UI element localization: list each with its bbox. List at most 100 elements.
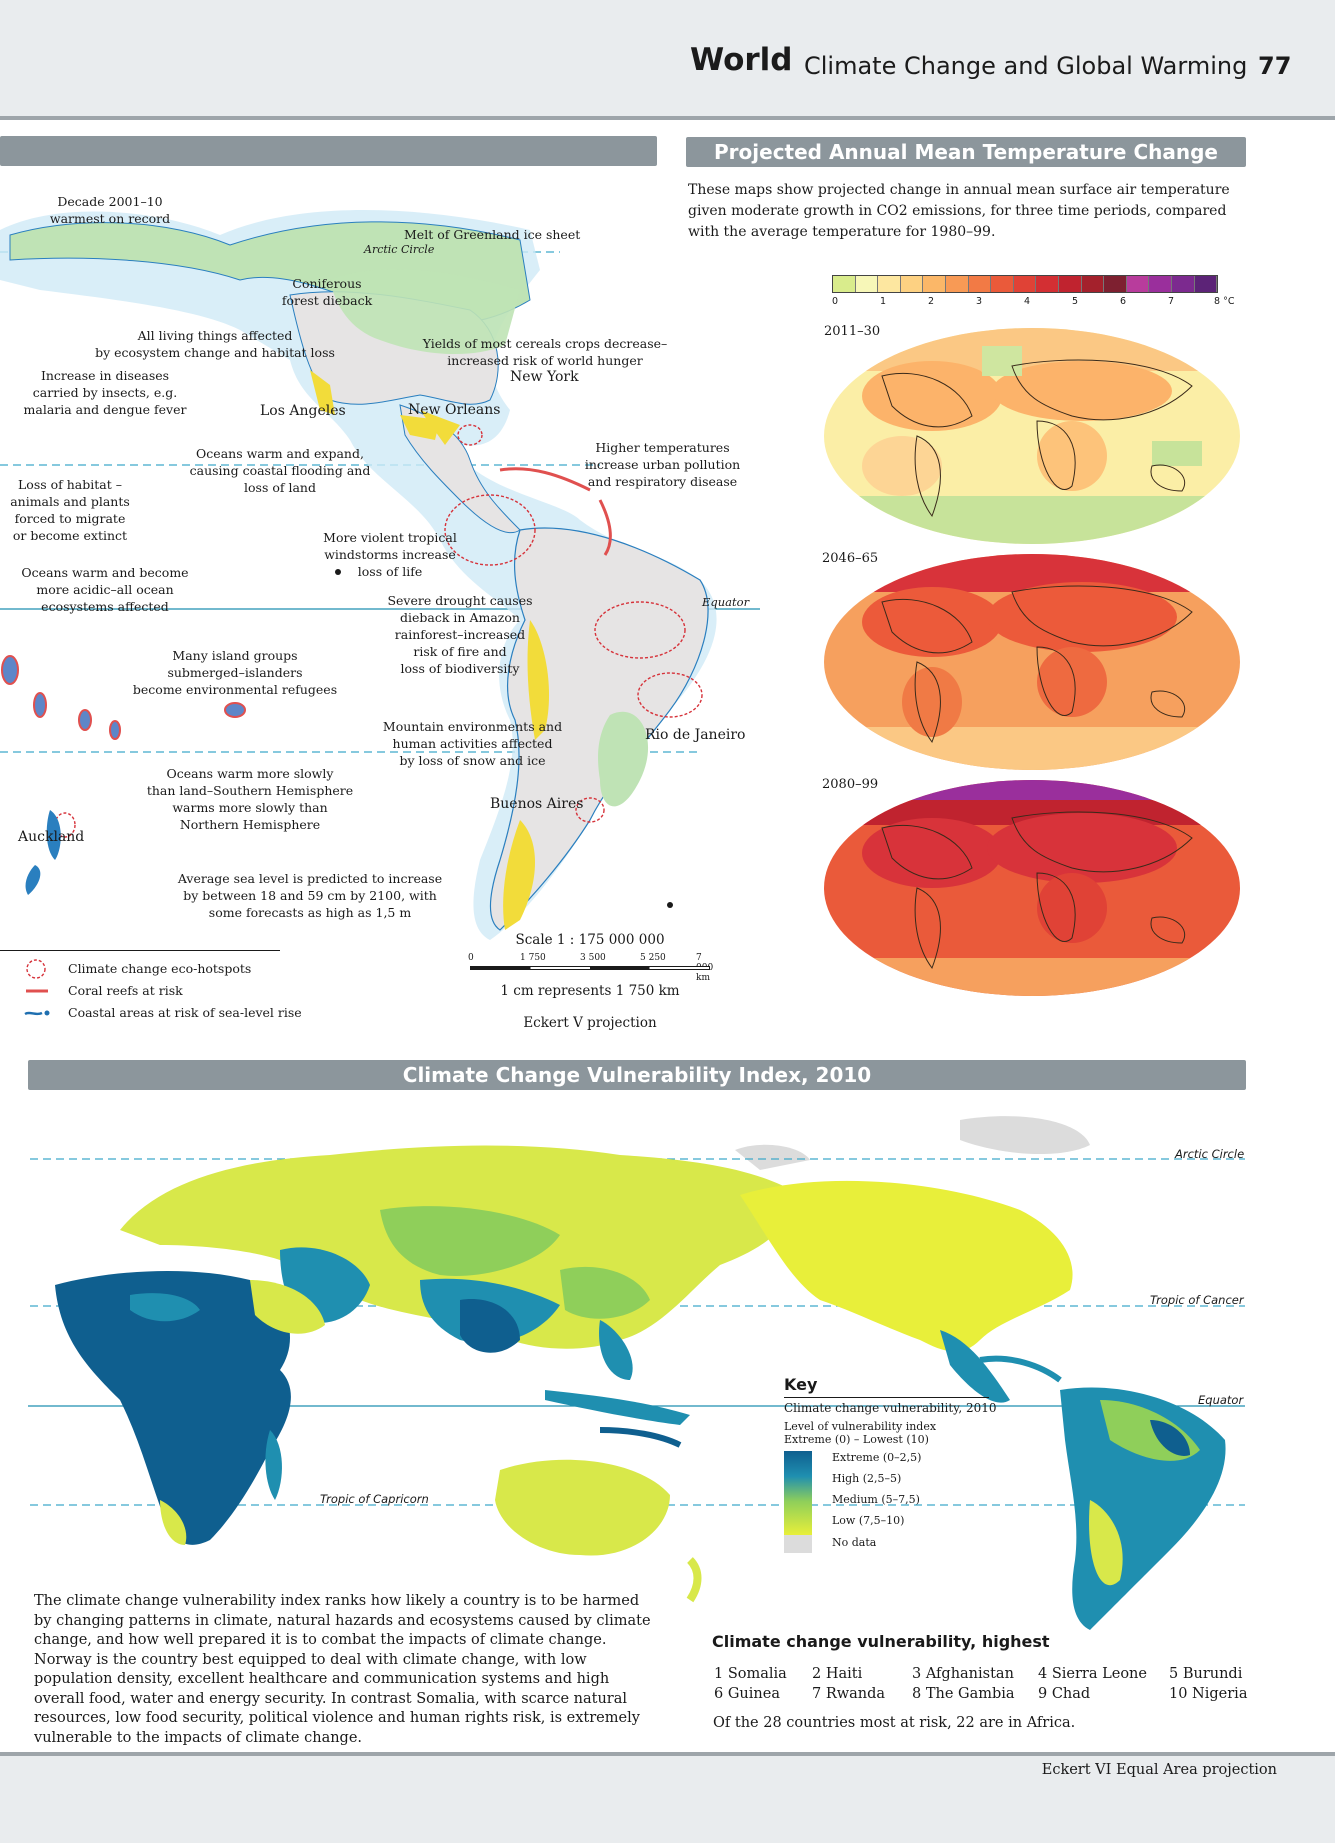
list-item: 4 Sierra Leone bbox=[1038, 1666, 1147, 1682]
scale-tick: 1 750 bbox=[520, 953, 546, 963]
temperature-scale-swatch bbox=[1058, 276, 1082, 292]
period-label: 2080–99 bbox=[822, 777, 879, 792]
label-new-york: New York bbox=[510, 369, 579, 385]
scale-bar: 0 1 750 3 500 5 250 7 000 km bbox=[468, 953, 713, 983]
temperature-scale-swatch bbox=[1036, 276, 1059, 292]
label-higher-temps: Higher temperatures increase urban pollu… bbox=[584, 440, 741, 489]
vulnerability-map bbox=[28, 1116, 1245, 1630]
legend-label: Coastal areas at risk of sea-level rise bbox=[68, 1005, 302, 1020]
list-item: 9 Chad bbox=[1038, 1686, 1091, 1702]
label-oceans-slow: Oceans warm more slowly than land–Southe… bbox=[146, 766, 354, 832]
temperature-scale-swatch bbox=[991, 276, 1014, 292]
temperature-map-2080 bbox=[824, 780, 1240, 996]
list-item: 6 Guinea bbox=[714, 1686, 780, 1702]
temperature-title-bar: Projected Annual Mean Temperature Change bbox=[686, 137, 1246, 167]
hotspot-circle-icon bbox=[54, 812, 76, 838]
label-oceans-expand: Oceans warm and expand, causing coastal … bbox=[189, 446, 371, 495]
legend-rule bbox=[0, 950, 280, 951]
label-acidic: Oceans warm and become more acidic–all o… bbox=[21, 565, 189, 614]
key-gradient-swatch bbox=[784, 1451, 812, 1535]
label-equator: Equator bbox=[1198, 1393, 1244, 1407]
africa-note: Of the 28 countries most at risk, 22 are… bbox=[713, 1715, 1076, 1731]
temperature-description: These maps show projected change in annu… bbox=[688, 182, 1230, 240]
key-nodata-swatch bbox=[784, 1535, 812, 1553]
list-item: 5 Burundi bbox=[1169, 1666, 1243, 1682]
scale-tick: 3 500 bbox=[580, 953, 606, 963]
temperature-map-2046 bbox=[824, 554, 1240, 770]
label-tropic-capricorn: Tropic of Capricorn bbox=[320, 1492, 429, 1506]
label-new-orleans: New Orleans bbox=[408, 402, 501, 418]
highest-col: 5 Burundi 10 Nigeria bbox=[1169, 1664, 1247, 1704]
key-range-label: Extreme (0) – Lowest (10) bbox=[784, 1433, 929, 1446]
coastline-icon bbox=[24, 1010, 50, 1016]
highest-col: 1 Somalia 6 Guinea bbox=[714, 1664, 787, 1704]
highest-col: 4 Sierra Leone 9 Chad bbox=[1038, 1664, 1147, 1704]
hotspot-circle-icon bbox=[637, 672, 703, 718]
key-label: No data bbox=[832, 1536, 877, 1549]
hotspot-circle-icon bbox=[26, 959, 46, 979]
label-loss-habitat: Loss of habitat – animals and plants for… bbox=[10, 477, 130, 543]
footer-projection: Eckert VI Equal Area projection bbox=[1041, 1762, 1277, 1778]
period-label: 2046–65 bbox=[822, 551, 879, 566]
scale-tick: 3 bbox=[976, 296, 983, 307]
key-index-label: Level of vulnerability index bbox=[784, 1420, 937, 1433]
label-storms: More violent tropical windstorms increas… bbox=[323, 530, 457, 579]
label-coniferous: Coniferous forest dieback bbox=[281, 276, 373, 308]
hotspot-circle-icon bbox=[594, 601, 686, 659]
key-items: Extreme (0–2,5) High (2,5–5) Medium (5–7… bbox=[784, 1451, 994, 1556]
label-drought: Severe drought causes dieback in Amazon … bbox=[387, 593, 533, 676]
label-buenos-aires: Buenos Aires bbox=[490, 796, 584, 812]
highest-list: 1 Somalia 6 Guinea 2 Haiti 7 Rwanda 3 Afgh… bbox=[714, 1664, 1254, 1708]
legend-label: Coral reefs at risk bbox=[68, 983, 183, 998]
key-label: Low (7,5–10) bbox=[832, 1514, 905, 1527]
page-title: Climate Change and Global Warming bbox=[804, 52, 1248, 80]
temperature-scale-swatch bbox=[968, 276, 992, 292]
label-tropic-cancer: Tropic of Cancer bbox=[1150, 1293, 1244, 1307]
header-rule bbox=[0, 116, 1335, 120]
label-diseases: Increase in diseases carried by insects,… bbox=[23, 368, 187, 417]
temperature-scale-swatch bbox=[1104, 276, 1127, 292]
key-label: Medium (5–7,5) bbox=[832, 1493, 920, 1506]
temperature-scale-swatch bbox=[923, 276, 946, 292]
hotspot-circle-icon bbox=[444, 494, 536, 566]
temperature-scale-ticks: 0 1 2 3 4 5 6 7 8 °C bbox=[832, 296, 1242, 310]
page-number: 77 bbox=[1258, 52, 1292, 80]
scale-tick: 6 bbox=[1120, 296, 1127, 307]
label-greenland: Melt of Greenland ice sheet bbox=[404, 227, 581, 242]
temperature-scale-swatch bbox=[855, 276, 879, 292]
section-title: World bbox=[690, 42, 793, 78]
temperature-scale-swatch bbox=[900, 276, 924, 292]
temperature-scale-swatch bbox=[1126, 276, 1150, 292]
hotspot-circle-icon bbox=[457, 424, 483, 446]
scale-tick: 1 bbox=[880, 296, 887, 307]
list-item: 1 Somalia bbox=[714, 1666, 787, 1682]
temperature-color-scale bbox=[832, 275, 1218, 293]
list-item: 3 Afghanistan bbox=[912, 1666, 1014, 1682]
label-auckland: Auckland bbox=[18, 829, 85, 845]
temperature-scale-swatch bbox=[1171, 276, 1195, 292]
key-title: Key bbox=[784, 1375, 818, 1394]
footer-band bbox=[0, 1752, 1335, 1843]
label-mountain: Mountain environments and human activiti… bbox=[382, 719, 563, 768]
hotspot-circle-icon bbox=[575, 797, 605, 823]
label-islands: Many island groups submerged–islanders b… bbox=[132, 648, 338, 697]
vulnerability-key: Key Climate change vulnerability, 2010 L… bbox=[784, 1375, 997, 1575]
scale-tick: 5 250 bbox=[640, 953, 666, 963]
label-living-things: All living things affected by ecosystem … bbox=[95, 328, 335, 360]
list-item: 8 The Gambia bbox=[912, 1686, 1015, 1702]
legend-label: Climate change eco-hotspots bbox=[68, 961, 252, 976]
world-climate-map bbox=[0, 210, 760, 940]
key-label: Extreme (0–2,5) bbox=[832, 1451, 922, 1464]
scale-tick: 4 bbox=[1024, 296, 1031, 307]
key-subtitle: Climate change vulnerability, 2010 bbox=[784, 1401, 997, 1415]
label-arctic-circle: Arctic Circle bbox=[1175, 1147, 1245, 1161]
temperature-scale-swatch bbox=[1149, 276, 1172, 292]
temperature-scale-swatch bbox=[1194, 276, 1218, 292]
world-map-title-bar bbox=[0, 136, 657, 166]
highest-title: Climate change vulnerability, highest bbox=[712, 1632, 1050, 1651]
period-label: 2011–30 bbox=[824, 324, 881, 339]
scale-note: 1 cm represents 1 750 km bbox=[500, 983, 680, 999]
temperature-scale-swatch bbox=[945, 276, 969, 292]
temperature-map-2011 bbox=[824, 328, 1240, 544]
label-los-angeles: Los Angeles bbox=[260, 403, 346, 419]
